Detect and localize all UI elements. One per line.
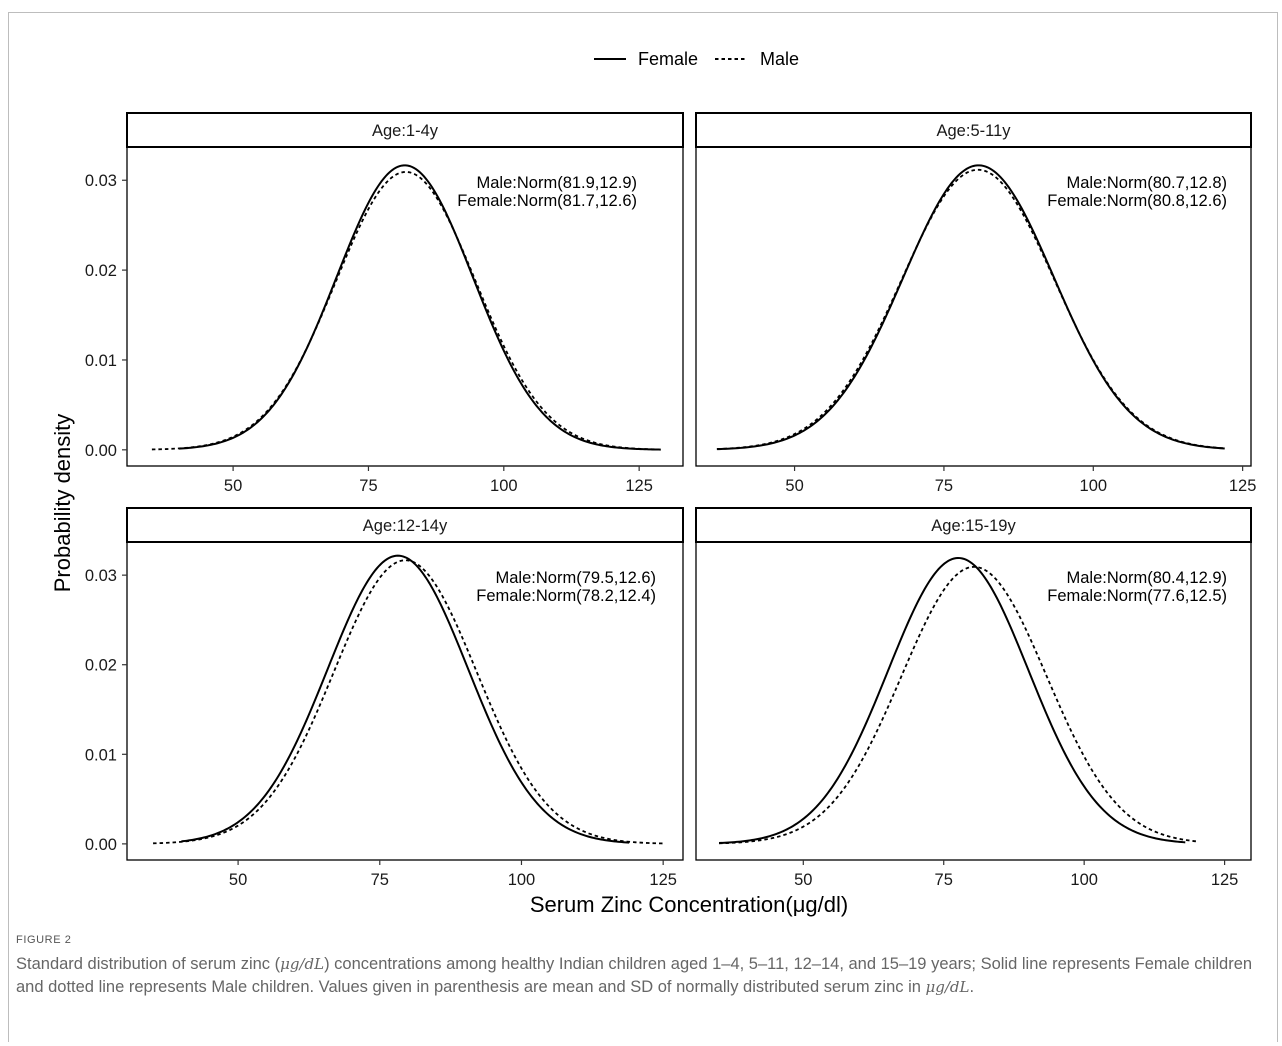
panel-2-xtick-label: 75 — [935, 477, 953, 495]
panel-2-strip-label: Age:5-11y — [937, 122, 1012, 140]
x-axis-title: Serum Zinc Concentration(μg/dl) — [530, 892, 848, 917]
panel-3-strip — [126, 507, 684, 543]
panel-1-frame — [126, 146, 684, 467]
panel-3-xtick-label: 125 — [649, 871, 677, 889]
panel-3-annotation-female: Female:Norm(78.2,12.4) — [476, 587, 656, 605]
panel-3-curve-male — [153, 559, 664, 845]
panel-1-annotation-male: Male:Norm(81.9,12.9) — [477, 174, 637, 192]
y-axis-title: Probability density — [50, 414, 75, 593]
panel-1-ytick-label: 0.00 — [85, 442, 117, 460]
caption-text-3: . — [969, 978, 975, 996]
panel-4-curve-male — [719, 565, 1197, 845]
caption-unit-1: μg/dL — [280, 955, 325, 973]
legend-label-male: Male — [760, 49, 799, 69]
panel-4-annotation-male: Male:Norm(80.4,12.9) — [1067, 569, 1227, 587]
panel-1-ytick-label: 0.03 — [85, 172, 117, 190]
panel-1-xtick-label: 75 — [359, 477, 377, 495]
panel-2-xtick-label: 100 — [1080, 477, 1108, 495]
panel-3-xtick-label: 100 — [508, 871, 536, 889]
caption-text-1: Standard distribution of serum zinc ( — [16, 955, 281, 973]
panel-2-curve-female — [716, 164, 1225, 451]
panel-4-xtick-label: 75 — [935, 871, 953, 889]
figure-frame — [8, 12, 1278, 1042]
panel-4-strip — [695, 507, 1252, 543]
panel-1-strip-label: Age:1-4y — [372, 122, 439, 140]
panel-4-curve-female — [718, 556, 1186, 845]
panel-1-xtick-label: 100 — [490, 477, 518, 495]
legend-label-female: Female — [638, 49, 698, 69]
panel-3-ytick-label: 0.00 — [85, 836, 117, 854]
panel-1-xtick-label: 125 — [625, 477, 653, 495]
panel-4-strip-label: Age:15-19y — [931, 517, 1016, 535]
panel-3-xtick-label: 75 — [371, 871, 389, 889]
panel-4-xtick-label: 100 — [1070, 871, 1098, 889]
caption-text-2: ) concentrations among healthy Indian ch… — [16, 955, 1253, 996]
panel-3-ytick-label: 0.03 — [85, 567, 117, 585]
panel-1-xtick-label: 50 — [224, 477, 242, 495]
panel-1-strip — [126, 112, 684, 148]
panel-2-frame — [695, 146, 1252, 467]
panel-2-annotation-male: Male:Norm(80.7,12.8) — [1067, 174, 1227, 192]
panel-4-xtick-label: 125 — [1211, 871, 1239, 889]
panel-1-ytick-label: 0.01 — [85, 352, 117, 370]
panel-1-curve-male — [151, 171, 656, 451]
panel-1-curve-female — [178, 164, 661, 451]
panel-2-xtick-label: 125 — [1229, 477, 1257, 495]
panel-2-xtick-label: 50 — [785, 477, 803, 495]
figure-caption: Standard distribution of serum zinc (μg/… — [16, 953, 1266, 999]
panel-3-frame — [126, 541, 684, 861]
panel-2-annotation-female: Female:Norm(80.8,12.6) — [1047, 192, 1227, 210]
panel-3-annotation-male: Male:Norm(79.5,12.6) — [496, 569, 656, 587]
panel-3-ytick-label: 0.01 — [85, 746, 117, 764]
figure-label: FIGURE 2 — [16, 934, 72, 946]
density-chart: Female Male Age:1-4y 50 75 100 125 0.00 0.01 0.02… — [50, 49, 1257, 917]
panel-4-xtick-label: 50 — [794, 871, 812, 889]
panel-4-annotation-female: Female:Norm(77.6,12.5) — [1047, 587, 1227, 605]
caption-unit-2: μg/dL — [925, 978, 970, 996]
panel-1-annotation-female: Female:Norm(81.7,12.6) — [457, 192, 637, 210]
panel-4-frame — [695, 541, 1252, 861]
panel-3-strip-label: Age:12-14y — [363, 517, 448, 535]
panel-2-curve-male — [716, 168, 1225, 450]
panel-1-ytick-label: 0.02 — [85, 262, 117, 280]
panel-3-ytick-label: 0.02 — [85, 657, 117, 675]
panel-3-xtick-label: 50 — [229, 871, 247, 889]
panel-3-curve-female — [181, 554, 630, 844]
